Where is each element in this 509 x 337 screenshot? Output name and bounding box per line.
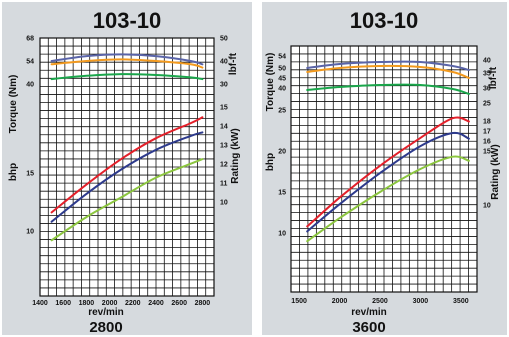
x-tick-label: 1600 (55, 300, 71, 307)
torque-curve-slate (50, 53, 204, 66)
power-curve-navy (306, 131, 470, 233)
torque-curve-orange (50, 58, 204, 69)
chart-title: 103-10 (93, 8, 162, 33)
x-tick-label: 2200 (125, 300, 141, 307)
x-tick-label: 1500 (291, 298, 307, 305)
x-axis-label: rev/min (88, 307, 124, 318)
power-axis-label: bhp (8, 163, 19, 181)
rated-speed-label: 3600 (352, 319, 385, 335)
rating-tick-label: 13 (220, 143, 228, 150)
rating-tick-label: 11 (220, 181, 228, 188)
plot-border (290, 45, 478, 293)
rating-tick-label: 16 (483, 139, 491, 146)
power-axis-label: bhp (265, 153, 276, 171)
x-tick-label: 1400 (32, 300, 48, 307)
power-curve-lightgreen (306, 155, 470, 243)
torque-imperial-tick-label: 30 (220, 82, 228, 89)
x-tick-label: 2500 (372, 298, 388, 305)
torque-curve-green (306, 83, 470, 95)
power-curve-red (50, 116, 204, 214)
power-tick-label: 20 (278, 149, 286, 156)
rating-tick-label: 17 (483, 129, 491, 136)
x-tick-label: 2400 (148, 300, 164, 307)
torque-curve-slate (306, 60, 470, 71)
power-tick-label: 10 (26, 229, 34, 236)
power-tick-label: 15 (26, 171, 34, 178)
rating-axis-label: Rating (kW) (490, 144, 501, 200)
rating-tick-label: 12 (220, 162, 228, 169)
torque-imperial-tick-label: 25 (483, 101, 491, 108)
torque-tick-label: 50 (278, 66, 286, 73)
rating-tick-label: 10 (483, 203, 491, 210)
power-curve-lightgreen (50, 158, 204, 242)
torque-tick-label: 40 (26, 82, 34, 89)
x-tick-label: 2000 (102, 300, 118, 307)
torque-axis-label: Torque (Nm) (8, 75, 19, 134)
power-curve-red (306, 116, 470, 228)
torque-imperial-tick-label: 50 (220, 36, 228, 43)
torque-axis-label: Torque (Nm) (265, 53, 276, 112)
torque-imperial-axis-label: lbf-ft (488, 66, 499, 89)
rating-tick-label: 10 (220, 200, 228, 207)
x-tick-label: 2000 (332, 298, 348, 305)
chart-panel-2800: 103-10 rev/min 2800 Torque (Nm) bhp lbf-ft Rat… (2, 2, 252, 335)
chart-panel-3600: 103-10 rev/min 3600 Torque (Nm) bhp lbf-ft Rat… (262, 2, 507, 335)
torque-imperial-tick-label: 40 (483, 58, 491, 65)
torque-imperial-tick-label: 35 (483, 71, 491, 78)
rating-tick-label: 18 (483, 119, 491, 126)
rating-tick-label: 15 (483, 149, 491, 156)
torque-tick-label: 40 (278, 86, 286, 93)
power-tick-label: 15 (278, 190, 286, 197)
power-curve-navy (50, 131, 204, 223)
torque-tick-label: 68 (26, 36, 34, 43)
torque-tick-label: 54 (26, 59, 34, 66)
chart-title: 103-10 (350, 8, 419, 33)
torque-tick-label: 45 (278, 76, 286, 83)
torque-tick-label: 54 (278, 54, 286, 61)
x-axis-label: rev/min (351, 307, 387, 318)
rated-speed-label: 2800 (89, 319, 122, 335)
torque-curve-orange (306, 64, 470, 79)
x-tick-label: 3000 (413, 298, 429, 305)
torque-curve-green (50, 73, 204, 81)
torque-imperial-tick-label: 30 (483, 86, 491, 93)
power-tick-label: 25 (278, 108, 286, 115)
torque-imperial-axis-label: lbf-ft (228, 52, 239, 75)
x-tick-label: 1800 (79, 300, 95, 307)
rating-tick-label: 14 (220, 124, 228, 131)
rating-axis-label: Rating (kW) (230, 128, 241, 184)
rating-tick-label: 15 (220, 105, 228, 112)
x-tick-label: 2600 (171, 300, 187, 307)
x-tick-label: 3500 (453, 298, 469, 305)
torque-imperial-tick-label: 40 (220, 59, 228, 66)
power-tick-label: 10 (278, 231, 286, 238)
x-tick-label: 2800 (195, 300, 211, 307)
plot-border (39, 37, 215, 297)
